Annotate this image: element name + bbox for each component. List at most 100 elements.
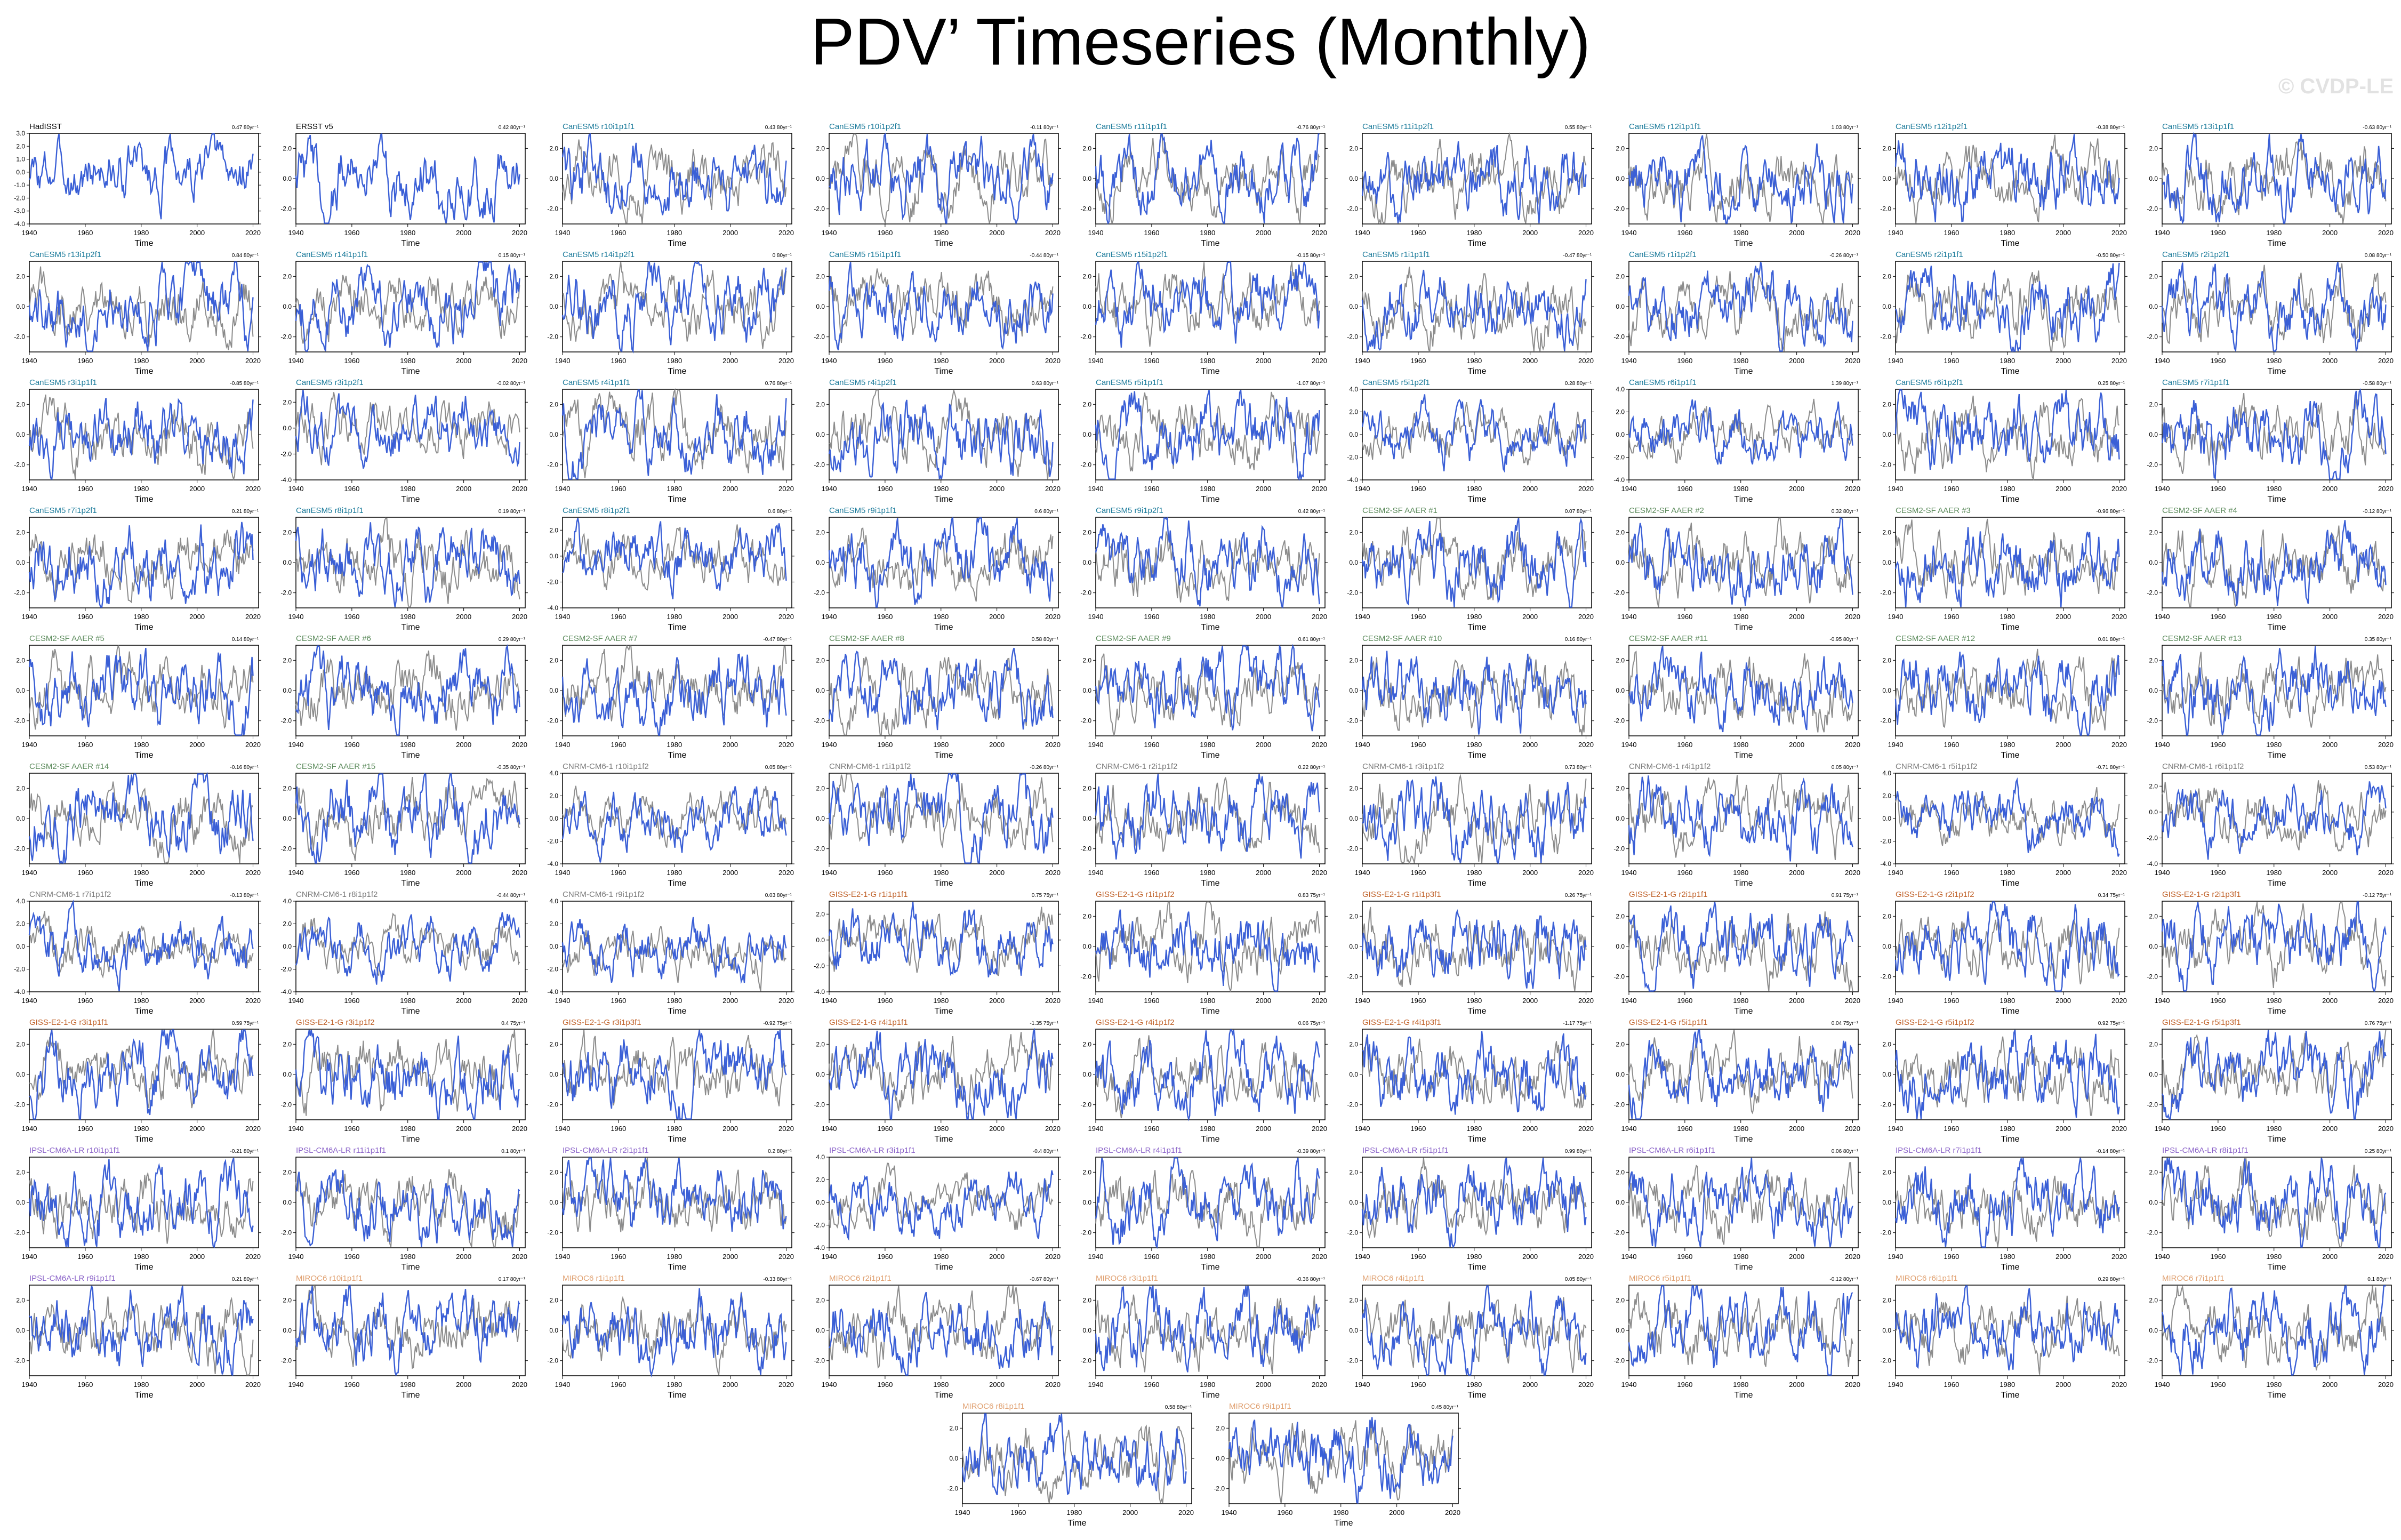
panel: CESM2-SF AAER #9 0.61 80yr⁻¹ 2.0 0.0 -2.0 194…	[1080, 634, 1328, 760]
y-tick-label: 0.0	[1882, 175, 1891, 182]
trend-label: 0.61 80yr⁻¹	[1298, 637, 1326, 643]
series-line	[561, 1030, 787, 1120]
x-tick-label: 1980	[667, 1381, 682, 1389]
x-tick-label: 1940	[2155, 613, 2170, 621]
series-line	[1361, 909, 1587, 989]
y-tick-label: 2.0	[816, 1176, 825, 1184]
x-tick-label: 2020	[245, 485, 261, 493]
x-axis-label: Time	[1734, 623, 1753, 632]
x-axis-label: Time	[2001, 623, 2020, 632]
x-tick-label: 2000	[1256, 357, 1271, 365]
x-tick-label: 2000	[989, 357, 1005, 365]
panel-label: GISS-E2-1-G r4i1p1f2	[1096, 1018, 1175, 1027]
y-tick-label: 0.0	[816, 1071, 825, 1078]
y-tick-label: 2.0	[283, 784, 292, 792]
y-tick-label: 2.0	[1082, 912, 1091, 920]
trend-label: 0.03 80yr⁻¹	[765, 893, 792, 899]
panel: CanESM5 r15i1p2f1 -0.15 80yr⁻¹ 2.0 0.0 -2.0 1…	[1080, 250, 1328, 376]
plot-frame	[562, 1029, 792, 1120]
x-axis-label: Time	[401, 751, 420, 760]
trend-label: 0.1 80yr⁻¹	[2367, 1277, 2391, 1282]
series-line	[1628, 262, 1853, 352]
x-tick-label: 1960	[77, 1125, 93, 1133]
x-tick-label: 1980	[133, 1253, 149, 1261]
y-tick-label: -2.0	[1080, 1101, 1091, 1109]
panel: CESM2-SF AAER #3 -0.96 80yr⁻¹ 2.0 0.0 -2.0 19…	[1880, 506, 2127, 632]
y-tick-label: 2.0	[1882, 912, 1891, 920]
x-tick-label: 2000	[2322, 869, 2338, 877]
trend-label: -0.39 80yr⁻¹	[1296, 1149, 1325, 1154]
watermark: © CVDP-LE	[2278, 75, 2394, 98]
x-axis-label: Time	[1468, 751, 1487, 760]
x-tick-label: 2000	[2322, 1381, 2338, 1389]
y-tick-label: -2.0	[1080, 717, 1091, 725]
x-axis-label: Time	[1734, 1263, 1753, 1272]
x-tick-label: 1960	[344, 1253, 359, 1261]
trend-label: 0.01 80yr⁻¹	[2098, 637, 2125, 643]
series-line	[561, 653, 787, 736]
x-tick-label: 1940	[1621, 229, 1637, 237]
series-line	[2161, 520, 2387, 606]
series-line	[1894, 1156, 2120, 1248]
y-tick-label: 0.0	[16, 559, 25, 566]
y-tick-label: 0.0	[2149, 943, 2158, 950]
panel: CanESM5 r13i1p1f1 -0.63 80yr⁻¹ 2.0 0.0 -2.0 1…	[2147, 122, 2394, 248]
x-tick-label: 1980	[1466, 741, 1482, 749]
series-line	[561, 1157, 787, 1232]
x-tick-label: 2020	[778, 357, 794, 365]
x-tick-label: 2000	[2322, 1125, 2338, 1133]
series-line	[28, 1286, 254, 1376]
x-tick-label: 2000	[989, 229, 1005, 237]
x-tick-label: 1980	[2266, 1125, 2282, 1133]
x-tick-label: 2020	[1045, 357, 1061, 365]
trend-label: -0.71 80yr⁻¹	[2096, 765, 2125, 771]
panel: CESM2-SF AAER #12 0.01 80yr⁻¹ 2.0 0.0 -2.0 19…	[1880, 634, 2127, 760]
x-tick-label: 2020	[1845, 357, 1860, 365]
y-tick-label: -4.0	[280, 988, 292, 996]
panel: MIROC6 r3i1p1f1 -0.36 80yr⁻¹ 2.0 0.0 -2.0 194…	[1080, 1274, 1328, 1400]
series-line	[828, 1292, 1054, 1376]
trend-label: 0.6 80yr⁻¹	[768, 509, 792, 515]
x-tick-label: 2020	[2111, 1381, 2127, 1389]
panel: IPSL-CM6A-LR r4i1p1f1 -0.39 80yr⁻¹ 2.0 0.0 -…	[1080, 1146, 1328, 1272]
panel: CanESM5 r8i1p1f1 0.19 80yr⁻¹ 2.0 0.0 -2.0 194…	[280, 506, 528, 632]
x-tick-label: 1980	[2266, 229, 2282, 237]
x-tick-label: 2020	[1312, 613, 1327, 621]
y-tick-label: 0.0	[1349, 1071, 1358, 1078]
y-tick-label: 0.0	[1082, 943, 1091, 950]
trend-label: 0.2 80yr⁻¹	[768, 1149, 792, 1154]
x-tick-label: 2000	[1256, 869, 1271, 877]
x-tick-label: 1960	[1677, 869, 1692, 877]
y-tick-label: 2.0	[1882, 528, 1891, 536]
y-tick-label: 0.0	[1882, 815, 1891, 822]
x-tick-label: 2000	[1256, 1381, 1271, 1389]
x-axis-label: Time	[1734, 239, 1753, 248]
panel: CanESM5 r6i1p2f1 0.25 80yr⁻¹ 2.0 0.0 -2.0 194…	[1880, 378, 2127, 504]
y-tick-label: -2.0	[1080, 333, 1091, 341]
x-axis-label: Time	[668, 495, 687, 504]
panel: CESM2-SF AAER #5 0.14 80yr⁻¹ 2.0 0.0 -2.0 194…	[14, 634, 261, 760]
panel-label: GISS-E2-1-G r1i1p1f2	[1096, 890, 1175, 899]
x-tick-label: 1960	[344, 485, 359, 493]
x-tick-label: 2020	[1312, 357, 1327, 365]
y-tick-label: 2.0	[16, 1040, 25, 1048]
series-line	[1628, 399, 1853, 465]
x-tick-label: 2000	[1789, 357, 1804, 365]
trend-label: -0.14 80yr⁻¹	[2096, 1149, 2125, 1154]
ensemble-series-line	[1895, 648, 2120, 731]
x-tick-label: 1960	[877, 741, 893, 749]
x-tick-label: 2020	[778, 741, 794, 749]
panel: CanESM5 r5i1p1f1 -1.07 80yr⁻¹ 2.0 0.0 -2.0 19…	[1080, 378, 1328, 504]
x-axis-label: Time	[401, 1263, 420, 1272]
x-axis-label: Time	[1734, 751, 1753, 760]
x-tick-label: 2000	[2055, 485, 2071, 493]
x-tick-label: 1980	[133, 229, 149, 237]
y-tick-label: -2.0	[14, 1101, 25, 1109]
ensemble-series-line	[1628, 1292, 1853, 1367]
x-tick-label: 1980	[933, 485, 949, 493]
y-tick-label: 2.0	[816, 272, 825, 280]
x-tick-label: 1940	[288, 997, 304, 1005]
x-tick-label: 1980	[1066, 1509, 1082, 1517]
x-tick-label: 1980	[1733, 997, 1748, 1005]
x-tick-label: 2020	[245, 997, 261, 1005]
